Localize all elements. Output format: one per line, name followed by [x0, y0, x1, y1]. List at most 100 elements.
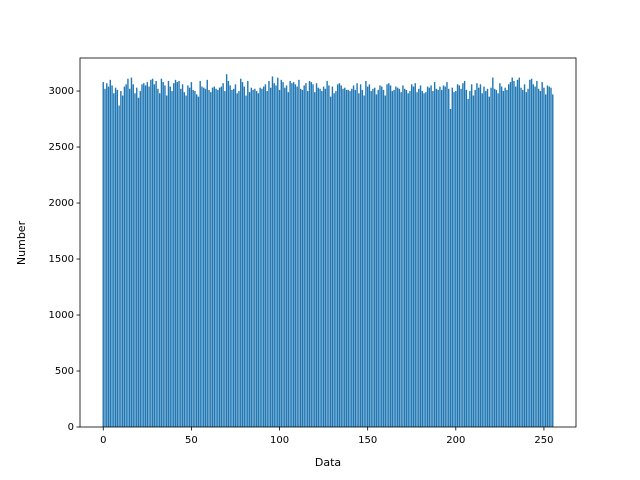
bar	[166, 95, 168, 427]
bar	[444, 86, 446, 427]
bar	[128, 88, 131, 427]
bar	[296, 86, 298, 427]
bar	[398, 88, 401, 427]
bar	[425, 92, 427, 427]
bar	[225, 74, 228, 427]
x-tick-label: 0	[100, 435, 106, 446]
bar	[430, 85, 432, 428]
bar	[210, 92, 212, 427]
bar	[171, 91, 173, 428]
bar	[195, 94, 198, 427]
bar	[474, 89, 476, 428]
bar	[418, 88, 420, 427]
bar	[231, 89, 233, 428]
bar	[354, 89, 357, 428]
bar	[282, 82, 284, 427]
bar	[127, 78, 129, 428]
bar	[479, 84, 482, 428]
bar	[250, 87, 253, 427]
bar	[303, 85, 305, 428]
bar	[525, 92, 528, 427]
bar	[363, 95, 365, 427]
bar	[187, 85, 189, 428]
bar	[437, 89, 439, 428]
bar	[389, 85, 392, 428]
bar	[423, 93, 425, 427]
bar	[199, 80, 201, 427]
bar	[278, 89, 281, 428]
bar	[211, 87, 214, 427]
bar	[442, 85, 445, 428]
bar	[192, 89, 194, 428]
bar	[111, 85, 113, 428]
bar	[396, 87, 399, 427]
bar	[229, 85, 231, 428]
bar	[139, 91, 141, 428]
bar	[419, 85, 422, 428]
bar	[451, 87, 453, 427]
bar	[261, 88, 263, 427]
bar	[488, 96, 490, 428]
bar	[370, 91, 372, 428]
bar	[137, 97, 140, 428]
bar	[381, 86, 383, 427]
bar	[130, 77, 133, 428]
bar	[449, 108, 452, 428]
bar	[336, 84, 339, 428]
bar	[335, 91, 337, 428]
bar	[134, 93, 136, 427]
bar	[539, 91, 542, 428]
bar	[176, 82, 178, 427]
bar	[393, 89, 395, 428]
bar	[208, 89, 210, 428]
bar	[469, 91, 471, 428]
bar	[352, 85, 355, 428]
bar	[333, 93, 335, 427]
bar	[411, 84, 413, 428]
bar	[224, 91, 226, 428]
bar	[541, 82, 543, 427]
bar	[243, 86, 245, 427]
bar	[426, 86, 429, 427]
bar	[472, 95, 475, 427]
bar	[497, 93, 499, 427]
bar	[206, 79, 208, 427]
bar	[308, 80, 311, 427]
bar	[523, 84, 526, 428]
bar	[144, 85, 147, 428]
bar	[448, 88, 450, 427]
bar	[264, 84, 267, 428]
x-tick-label: 250	[534, 435, 553, 446]
x-axis-label: Data	[315, 456, 341, 469]
bar	[114, 87, 117, 427]
bar	[486, 88, 489, 427]
y-axis-label: Number	[15, 220, 28, 265]
bar	[402, 85, 404, 428]
bar	[340, 85, 342, 428]
bar	[248, 92, 251, 427]
bar	[527, 88, 529, 427]
bar	[121, 95, 124, 427]
bar	[467, 98, 469, 427]
bar	[123, 86, 126, 427]
bar	[432, 91, 434, 428]
bar	[534, 86, 536, 427]
bar	[275, 85, 277, 428]
bar	[174, 79, 177, 427]
bar	[280, 79, 282, 427]
bar	[405, 89, 408, 428]
bar	[317, 87, 320, 427]
bar	[331, 86, 334, 427]
bar	[500, 86, 503, 427]
bar	[440, 89, 443, 428]
bar	[365, 80, 367, 427]
x-tick-label: 200	[446, 435, 465, 446]
bar	[407, 93, 409, 427]
bar	[536, 80, 538, 427]
bar	[377, 89, 379, 428]
bar	[366, 86, 369, 427]
bar	[238, 91, 240, 428]
bar	[160, 78, 163, 428]
y-tick-label: 2000	[49, 198, 74, 209]
